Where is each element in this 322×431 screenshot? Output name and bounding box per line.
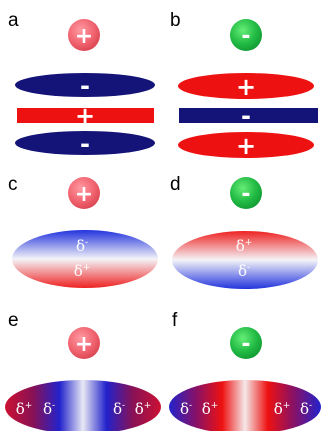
anion-icon: [230, 19, 262, 51]
quadrupole-ellipse: [169, 380, 321, 431]
partial-charge-bottom: δ+: [74, 262, 91, 280]
panel-letter-c: c: [8, 174, 18, 195]
partial-charge: δ+: [274, 400, 291, 418]
partial-charge: δ+: [202, 400, 219, 418]
band-sign: +: [236, 132, 256, 160]
panel-a: a + - + -: [8, 10, 155, 158]
panel-e: e + δ+ δ- δ- δ+: [5, 310, 161, 431]
panel-letter-b: b: [170, 10, 181, 31]
panel-letter-f: f: [172, 310, 178, 331]
partial-charge-top: δ-: [76, 237, 88, 255]
band-top: [178, 73, 314, 99]
band-sign: -: [80, 72, 90, 100]
quadrupole-ellipse: [5, 380, 161, 431]
panel-letter-d: d: [170, 174, 181, 195]
anion-icon: [230, 327, 262, 359]
band-sign: +: [75, 102, 95, 130]
cation-icon: [68, 327, 100, 359]
partial-charge: δ+: [135, 400, 152, 418]
dipole-ellipse: [172, 231, 318, 289]
band-bottom: [178, 132, 314, 158]
partial-charge: δ+: [16, 400, 33, 418]
panel-c: c + δ- δ+: [8, 174, 158, 288]
anion-icon: [230, 177, 262, 209]
cation-icon: [68, 19, 100, 51]
partial-charge: δ-: [43, 400, 55, 418]
band-sign: -: [80, 130, 90, 158]
panel-letter-a: a: [8, 10, 19, 31]
panel-d: d - δ+ δ-: [170, 174, 318, 289]
dipole-ellipse: [12, 230, 158, 288]
band-middle: [179, 108, 318, 123]
ion-sign: +: [75, 332, 93, 357]
partial-charge-top: δ+: [236, 237, 253, 255]
ion-sign: -: [241, 24, 250, 49]
band-sign: +: [236, 73, 256, 101]
band-top: [15, 73, 155, 97]
band-sign: -: [241, 102, 251, 130]
partial-charge-bottom: δ-: [238, 262, 250, 280]
panel-letter-e: e: [8, 310, 19, 331]
partial-charge: δ-: [300, 400, 312, 418]
ion-sign: -: [241, 332, 250, 357]
band-middle: [17, 108, 154, 123]
panel-f: f - δ- δ+ δ+ δ-: [169, 310, 321, 431]
ion-sign: +: [75, 24, 93, 49]
ion-sign: +: [75, 182, 93, 207]
partial-charge: δ-: [113, 400, 125, 418]
band-bottom: [15, 131, 155, 155]
ion-sign: -: [241, 182, 250, 207]
partial-charge: δ-: [180, 400, 192, 418]
panel-b: b - + - +: [170, 10, 318, 160]
cation-icon: [68, 177, 100, 209]
